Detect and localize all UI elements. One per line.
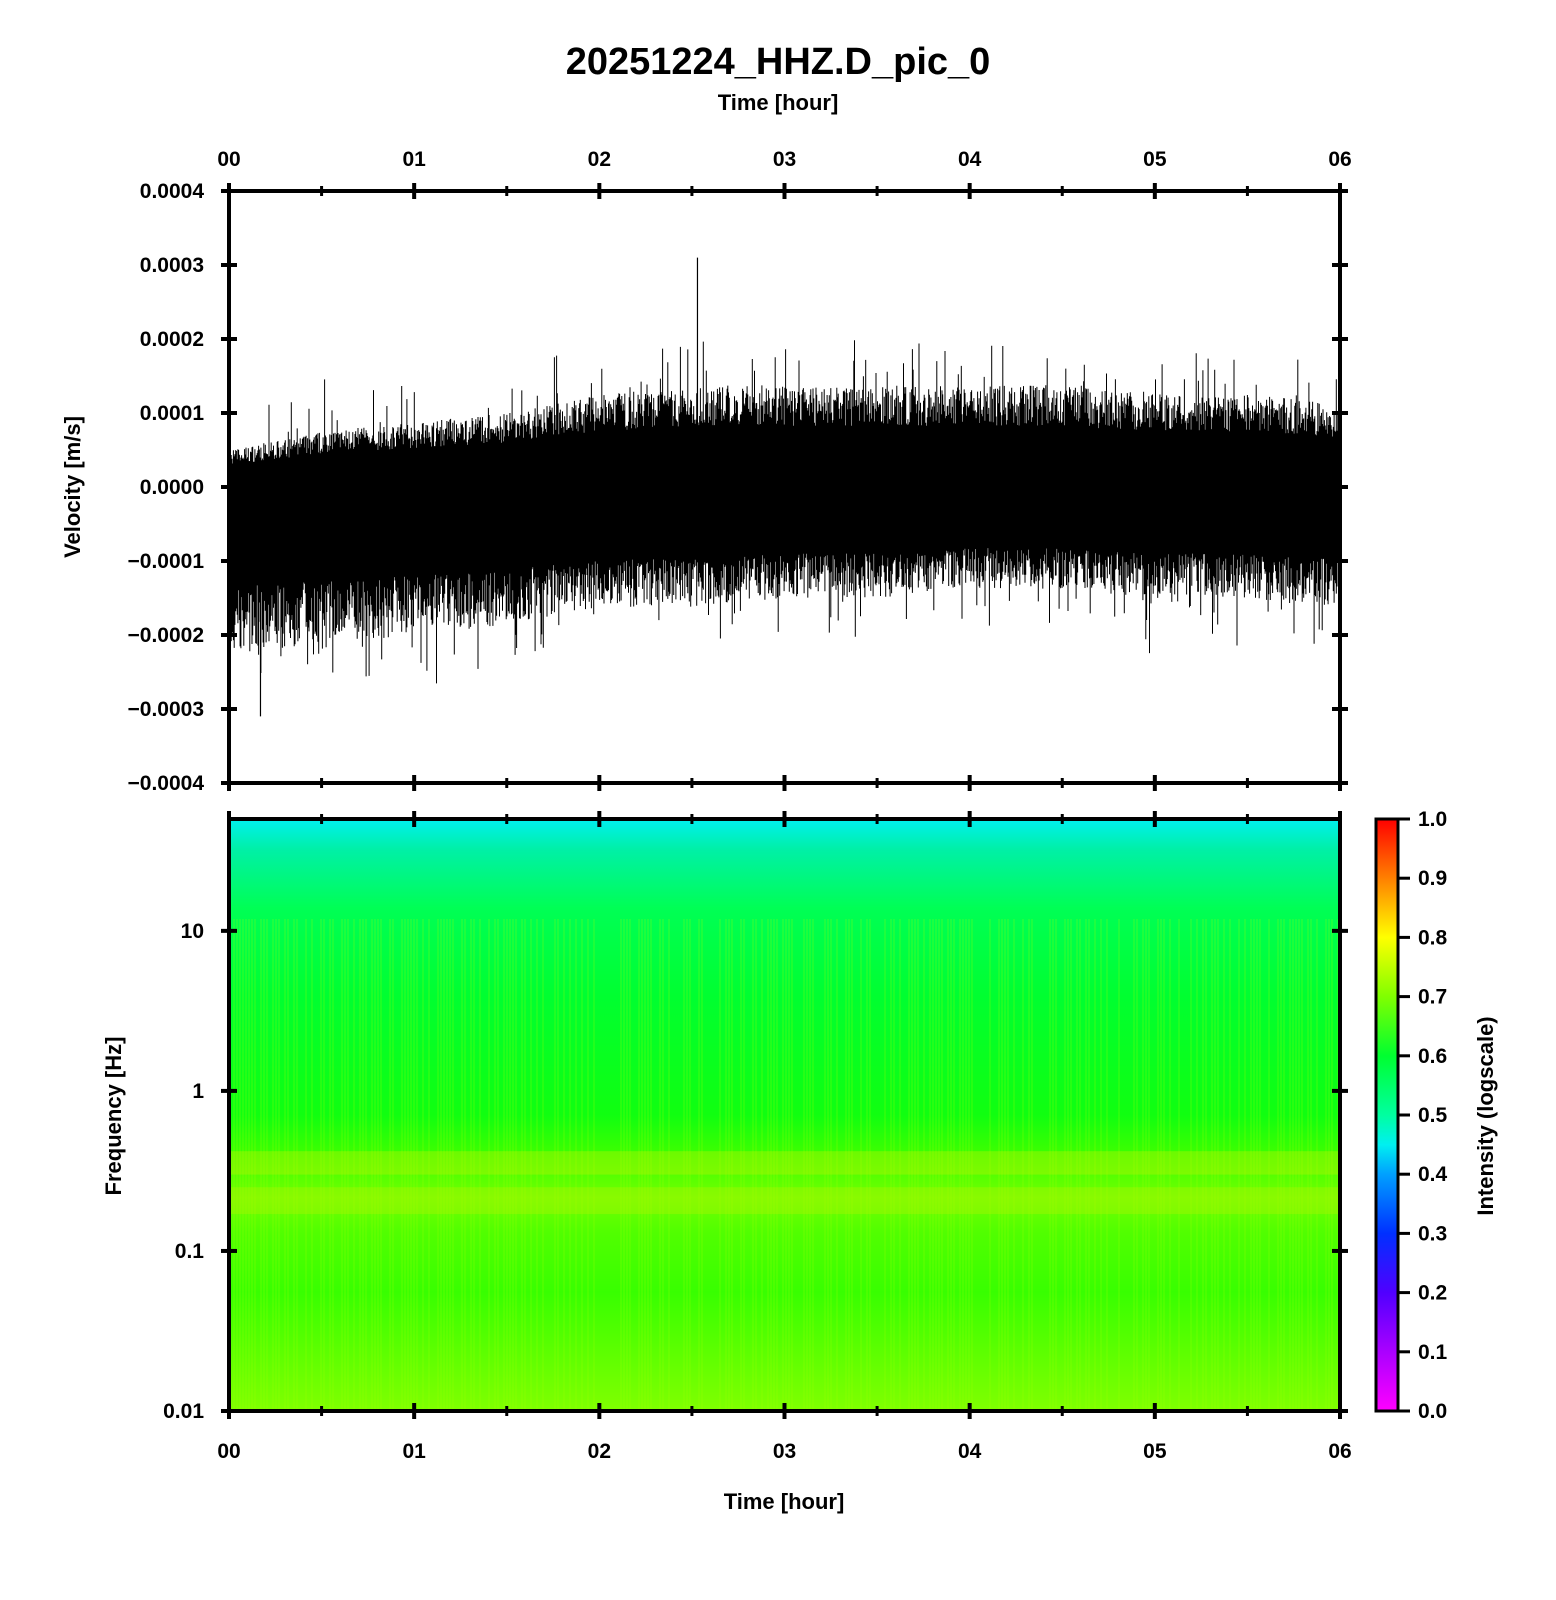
x-tick-label: 01	[402, 1440, 426, 1463]
spectrogram-heatmap	[229, 819, 1340, 1411]
waveform-y-axis-label: Velocity [m/s]	[60, 416, 85, 558]
y-tick-label: 0.01	[163, 1400, 204, 1423]
x-tick-label: 05	[1143, 1440, 1167, 1463]
x-tick-label: 06	[1328, 148, 1351, 171]
colorbar-tick-label: 0.0	[1418, 1400, 1447, 1423]
colorbar-tick-label: 0.9	[1418, 867, 1447, 890]
y-tick-label: 0.0004	[140, 180, 205, 203]
colorbar: 1.0 0.9 0.8 0.7 0.6 0.5 0.4 0.3 0.2 0.1 0.0 Intens…	[1374, 808, 1498, 1423]
colorbar-tick-label: 0.5	[1418, 1104, 1448, 1127]
spectrogram-band	[229, 1187, 1340, 1215]
colorbar-gradient	[1374, 817, 1400, 1413]
y-tick-label: 0.0001	[140, 402, 205, 425]
top-x-axis-label: Time [hour]	[718, 90, 839, 115]
y-tick-label: −0.0002	[128, 624, 205, 647]
y-tick-label: −0.0001	[128, 550, 205, 573]
chart-title: 20251224_HHZ.D_pic_0	[566, 41, 991, 83]
colorbar-tick-label: 0.4	[1418, 1163, 1448, 1186]
waveform-panel: 00 01 02 03 04 05 06 0.00040.00030.00020.00010…	[60, 148, 1352, 795]
spectrogram-y-axis-label: Frequency [Hz]	[101, 1037, 126, 1196]
spectrogram-texture	[233, 919, 1339, 1409]
spectrogram-panel: 00 01 02 03 04 05 06 10 1 0.1 0.01 Frequency [Hz]…	[101, 811, 1352, 1514]
spectrogram-stripes	[229, 919, 1340, 1409]
spectrogram-x-axis-label: Time [hour]	[724, 1489, 845, 1514]
spectrogram-y-ticks: 10 1 0.1 0.01	[163, 920, 1348, 1423]
x-tick-label: 00	[217, 1440, 240, 1463]
y-tick-label: −0.0004	[128, 772, 205, 795]
colorbar-tick-label: 0.7	[1418, 986, 1447, 1009]
colorbar-tick-label: 0.8	[1418, 926, 1448, 949]
waveform-y-ticks: 0.0004 0.0003 0.0002 0.0001 0.0000 −0.0001 −0.…	[128, 180, 1348, 795]
waveform-trace	[228, 257, 1341, 717]
x-tick-label: 04	[958, 148, 982, 171]
colorbar-tick-label: 0.6	[1418, 1045, 1447, 1068]
y-tick-label: 0.0002	[140, 328, 204, 351]
x-tick-label: 02	[588, 148, 611, 171]
x-tick-label: 01	[402, 148, 426, 171]
y-tick-label: −0.0003	[128, 698, 205, 721]
colorbar-tick-label: 0.3	[1418, 1222, 1447, 1245]
x-tick-label: 05	[1143, 148, 1167, 171]
waveform-envelope	[228, 340, 1341, 684]
colorbar-label: Intensity (logscale)	[1473, 1016, 1498, 1215]
x-tick-label: 04	[958, 1440, 982, 1463]
colorbar-tick-label: 0.2	[1418, 1282, 1447, 1305]
y-tick-label: 0.1	[175, 1240, 205, 1263]
x-tick-label: 03	[773, 148, 796, 171]
y-tick-label: 1	[192, 1080, 204, 1103]
x-tick-label: 00	[217, 148, 240, 171]
y-tick-label: 10	[181, 920, 204, 943]
y-tick-label: 0.0003	[140, 254, 204, 277]
y-tick-label: 0.0000	[140, 476, 204, 499]
x-tick-label: 02	[588, 1440, 611, 1463]
spectrogram-band	[229, 1151, 1340, 1175]
colorbar-tick-label: 1.0	[1418, 808, 1447, 831]
x-tick-label: 03	[773, 1440, 796, 1463]
x-tick-label: 06	[1328, 1440, 1351, 1463]
colorbar-tick-label: 0.1	[1418, 1341, 1448, 1364]
spectrogram-x-ticks: 00 01 02 03 04 05 06	[217, 811, 1352, 1463]
colorbar-ticks: 1.0 0.9 0.8 0.7 0.6 0.5 0.4 0.3 0.2 0.1 0.0	[1398, 808, 1448, 1423]
